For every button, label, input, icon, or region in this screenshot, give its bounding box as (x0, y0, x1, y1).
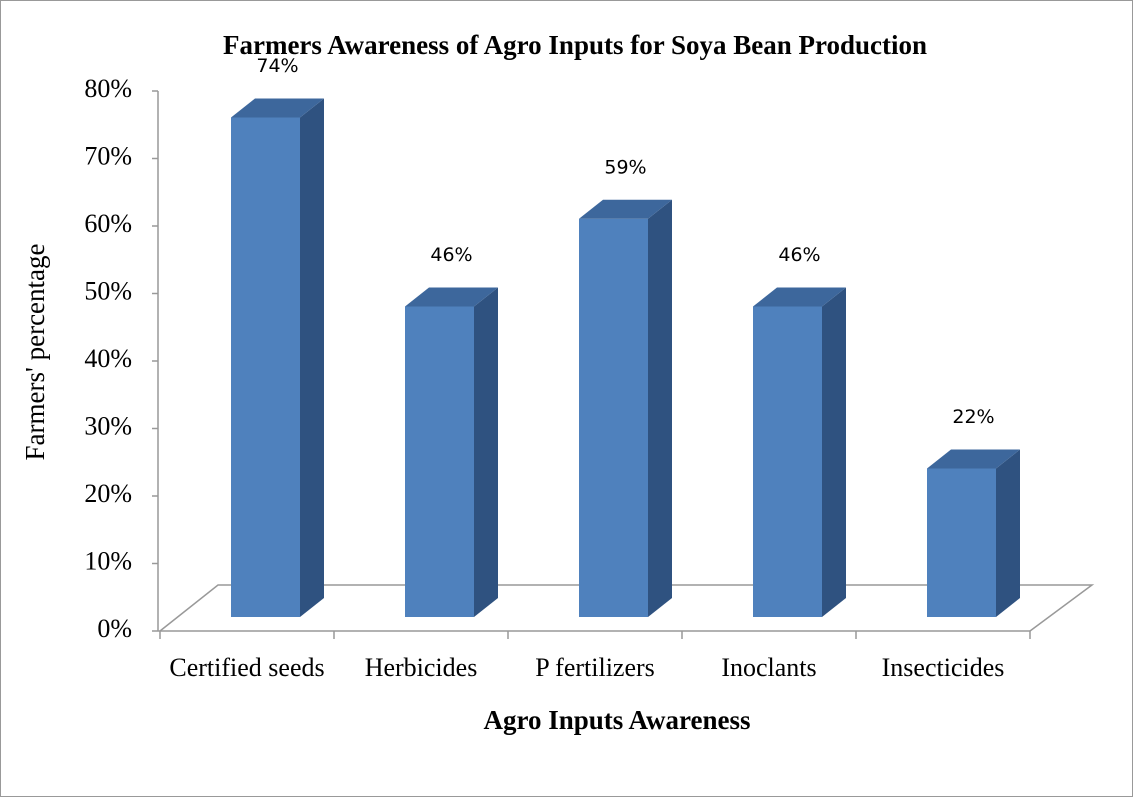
bar (579, 218, 648, 617)
y-tick-label: 20% (84, 479, 132, 508)
x-tick-label: Inoclants (721, 653, 816, 682)
y-tick-label: 10% (84, 546, 132, 575)
bar-side (996, 449, 1020, 617)
bar-top (753, 287, 846, 307)
x-tick-label: Insecticides (882, 653, 1005, 682)
bar-top (927, 449, 1020, 469)
data-label: 46% (778, 244, 820, 266)
y-axis-label: Farmers' percentage (20, 243, 50, 460)
data-label: 22% (952, 406, 994, 428)
y-tick-label: 60% (84, 209, 132, 238)
bar (231, 117, 300, 617)
bar (405, 306, 474, 617)
y-tick-label: 70% (84, 141, 132, 170)
y-tick-label: 0% (97, 614, 132, 643)
y-tick-label: 30% (84, 411, 132, 440)
bar-side (300, 98, 324, 617)
bar-side (474, 287, 498, 617)
y-tick-label: 40% (84, 344, 132, 373)
bar-top (579, 199, 672, 219)
bar (927, 468, 996, 617)
x-axis-label: Agro Inputs Awareness (483, 705, 750, 735)
chart-title: Farmers Awareness of Agro Inputs for Soy… (223, 30, 927, 60)
x-tick-label: Herbicides (365, 653, 478, 682)
bar-side (648, 199, 672, 617)
data-label: 74% (256, 55, 298, 77)
bar-top (405, 287, 498, 307)
x-tick-label: Certified seeds (169, 653, 324, 682)
bar-side (822, 287, 846, 617)
data-label: 59% (604, 156, 646, 178)
bar (753, 306, 822, 617)
data-label: 46% (430, 244, 472, 266)
x-tick-label: P fertilizers (535, 653, 655, 682)
bar-top (231, 98, 324, 118)
y-tick-label: 50% (84, 276, 132, 305)
y-tick-label: 80% (84, 74, 132, 103)
